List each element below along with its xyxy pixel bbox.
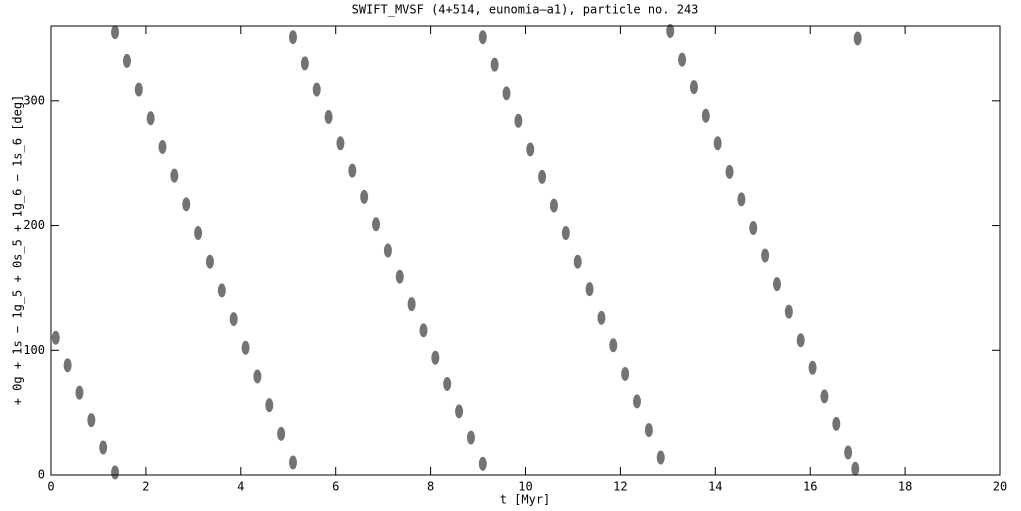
point [134, 82, 143, 97]
point [158, 139, 167, 154]
point [621, 366, 630, 381]
point [407, 297, 416, 312]
point [288, 30, 297, 45]
point [229, 312, 238, 327]
point [383, 243, 392, 258]
point [146, 111, 155, 126]
point [737, 192, 746, 207]
point [395, 269, 404, 284]
point [808, 360, 817, 375]
x-tick-label: 12 [613, 480, 627, 494]
point [360, 189, 369, 204]
point [241, 340, 250, 355]
y-tick-label: 300 [23, 93, 45, 107]
point [820, 389, 829, 404]
point [633, 394, 642, 409]
point [63, 358, 72, 373]
point [87, 413, 96, 428]
x-tick-label: 14 [708, 480, 722, 494]
x-tick-label: 10 [518, 480, 532, 494]
point [170, 168, 179, 183]
y-tick-label: 0 [38, 468, 45, 482]
point [431, 350, 440, 365]
chart-title: SWIFT_MVSF (4+514, eunomia–a1), particle… [352, 3, 699, 17]
point [336, 136, 345, 151]
point [796, 333, 805, 348]
x-tick-label: 4 [237, 480, 244, 494]
plot-frame [50, 25, 1001, 476]
x-tick-label: 8 [427, 480, 434, 494]
point [644, 423, 653, 438]
x-tick-label: 2 [142, 480, 149, 494]
y-axis-label: + 0g + 1s − 1g_5 + 0s_5 + 1g_6 − 1s_6 [d… [11, 95, 25, 406]
point [749, 221, 758, 236]
point [312, 82, 321, 97]
point [99, 440, 108, 455]
x-tick-label: 18 [898, 480, 912, 494]
point [324, 110, 333, 125]
point [701, 108, 710, 123]
point [526, 142, 535, 157]
point [419, 323, 428, 338]
point [772, 277, 781, 292]
x-axis-label: t [Myr] [500, 493, 551, 507]
point [288, 455, 297, 470]
point [51, 330, 60, 345]
point [348, 163, 357, 178]
point [265, 398, 274, 413]
point [182, 197, 191, 212]
point [122, 53, 131, 68]
point [253, 369, 262, 384]
point [573, 254, 582, 269]
point [609, 338, 618, 353]
point [217, 283, 226, 298]
point [75, 385, 84, 400]
point [514, 113, 523, 128]
x-tick-label: 20 [993, 480, 1007, 494]
y-tick-label: 200 [23, 218, 45, 232]
point [466, 430, 475, 445]
y-tick-label: 100 [23, 343, 45, 357]
point [549, 198, 558, 213]
point [597, 310, 606, 325]
point [725, 164, 734, 179]
point [851, 461, 860, 476]
point [478, 30, 487, 45]
point [502, 86, 511, 101]
point [585, 282, 594, 297]
point [205, 254, 214, 269]
point [300, 56, 309, 71]
point [194, 226, 203, 241]
point [111, 25, 120, 40]
point [853, 31, 862, 46]
point [277, 426, 286, 441]
point [656, 450, 665, 465]
point [538, 169, 547, 184]
point [713, 136, 722, 151]
point [455, 404, 464, 419]
point [490, 57, 499, 72]
point [372, 217, 381, 232]
point [832, 416, 841, 431]
x-tick-label: 16 [803, 480, 817, 494]
point [761, 248, 770, 263]
point [844, 445, 853, 460]
point [666, 23, 675, 38]
point [678, 52, 687, 67]
x-tick-label: 6 [332, 480, 339, 494]
point [443, 376, 452, 391]
x-tick-label: 0 [47, 480, 54, 494]
point [784, 304, 793, 319]
point [478, 456, 487, 471]
point [689, 80, 698, 95]
point [561, 226, 570, 241]
point [111, 465, 120, 480]
